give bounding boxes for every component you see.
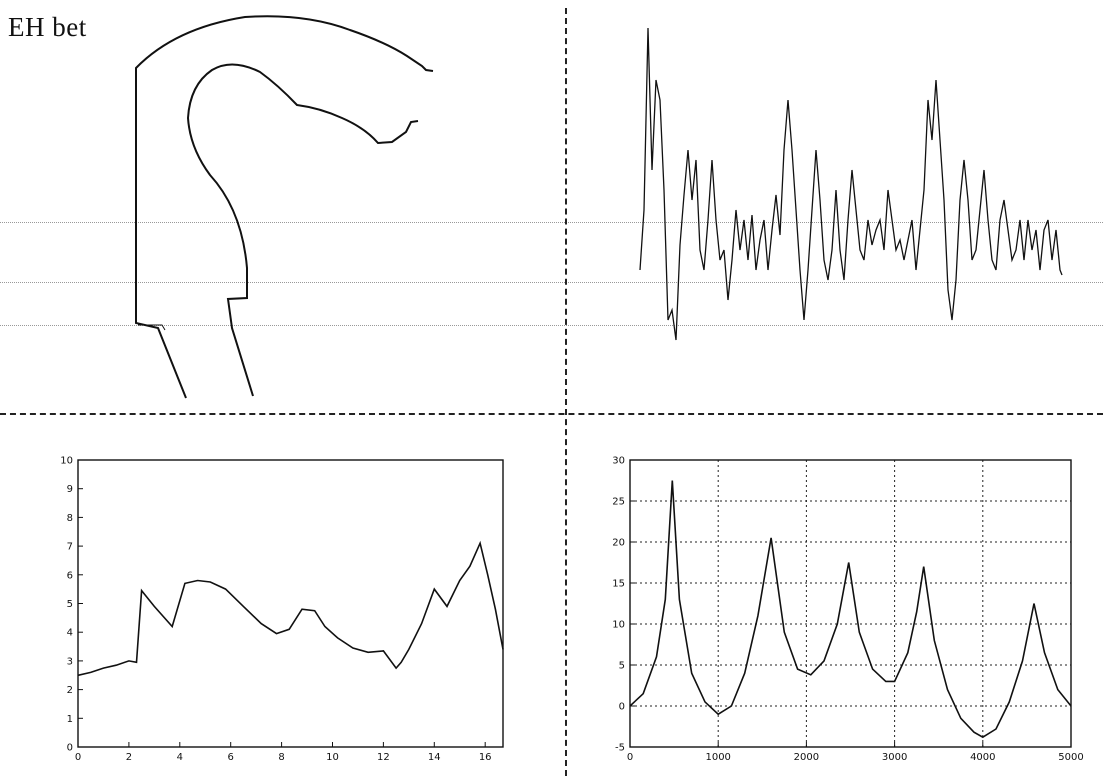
- chart-area-y-tick-label: 1: [67, 714, 73, 725]
- chart-formant-x-tick-label: 5000: [1058, 752, 1083, 763]
- vocal-tract-outer-wall: [135, 15, 434, 399]
- chart-formant-y-tick-label: -5: [615, 743, 625, 754]
- chart-area-y-tick-label: 5: [67, 599, 73, 610]
- chart-formant-x-tick-label: 3000: [882, 752, 907, 763]
- scan-streak: [0, 282, 1103, 283]
- vocal-tract-diagram: [135, 15, 434, 399]
- chart-area-y-tick-label: 4: [67, 628, 73, 639]
- speech-waveform-trace: [639, 27, 1063, 341]
- chart-area-x-tick-label: 0: [75, 752, 81, 763]
- chart-area-x-tick-label: 12: [377, 752, 390, 763]
- chart-area-x-tick-label: 8: [278, 752, 284, 763]
- scan-streak: [0, 325, 1103, 326]
- chart-area-series-line: [77, 540, 504, 677]
- chart-area-y-tick-label: 9: [67, 484, 73, 495]
- chart-area-y-tick-label: 2: [67, 685, 73, 696]
- chart-formant-y-tick-label: 0: [619, 702, 625, 713]
- chart-formant-y-tick-label: 25: [612, 497, 625, 508]
- chart-area-x-tick-label: 6: [228, 752, 234, 763]
- horizontal-divider: [0, 413, 1103, 415]
- chart-area-x-tick-label: 14: [428, 752, 441, 763]
- chart-formant-y-tick-label: 10: [612, 620, 625, 631]
- chart-area-plot-frame: [77, 459, 504, 748]
- chart-area-y-tick-label: 8: [67, 513, 73, 524]
- chart-area-x-tick-label: 10: [326, 752, 339, 763]
- speech-waveform: [639, 27, 1063, 341]
- chart-formant-y-tick-label: 20: [612, 538, 625, 549]
- vertical-divider: [565, 8, 567, 776]
- chart-area-y-tick-label: 6: [67, 570, 73, 581]
- scan-streak: [0, 222, 1103, 223]
- chart-formant-x-tick-label: 4000: [970, 752, 995, 763]
- chart-formant-y-tick-label: 5: [619, 661, 625, 672]
- chart-formant-x-tick-label: 1000: [705, 752, 730, 763]
- chart-formant-y-tick-label: 30: [612, 456, 625, 467]
- chart-area-y-tick-label: 0: [67, 743, 73, 754]
- chart-formant-x-tick-label: 2000: [794, 752, 819, 763]
- page-title: EH bet: [8, 12, 87, 42]
- chart-area-y-tick-label: 10: [60, 456, 73, 467]
- chart-area-y-tick-label: 7: [67, 542, 73, 553]
- chart-formant-plot-frame: [629, 459, 1072, 748]
- chart-formant-series-line: [629, 480, 1072, 739]
- chart-formant-x-tick-label: 0: [627, 752, 633, 763]
- chart-area-y-tick-label: 3: [67, 656, 73, 667]
- chart-area-x-tick-label: 16: [479, 752, 492, 763]
- chart-area-x-tick-label: 4: [177, 752, 183, 763]
- vocal-tract-larynx-ledge: [138, 324, 166, 331]
- vocal-tract-inner-wall: [186, 63, 419, 397]
- chart-formant-y-tick-label: 15: [612, 579, 625, 590]
- chart-area-x-tick-label: 2: [126, 752, 132, 763]
